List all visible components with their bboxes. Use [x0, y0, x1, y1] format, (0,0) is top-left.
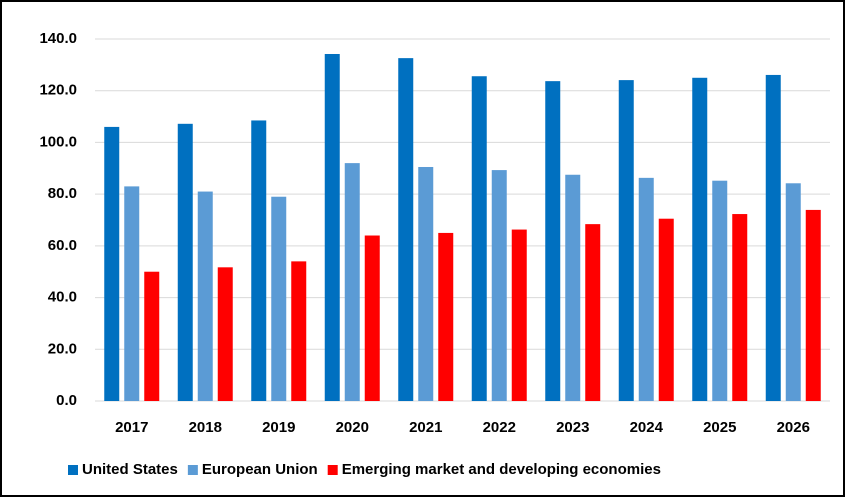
bar [712, 180, 728, 401]
bar [785, 183, 801, 401]
bar [618, 80, 634, 401]
y-tick-label: 20.0 [48, 340, 77, 357]
bar [438, 232, 454, 401]
x-tick-label: 2017 [115, 419, 148, 436]
bar [491, 170, 507, 401]
bar [364, 235, 380, 401]
bar [418, 166, 434, 401]
legend-label: European Union [202, 461, 318, 478]
x-tick-label: 2024 [630, 419, 664, 436]
bar [732, 214, 748, 401]
bar [344, 163, 360, 401]
bar [124, 186, 140, 401]
bar [692, 77, 708, 402]
bar [144, 271, 160, 401]
y-tick-label: 120.0 [39, 82, 77, 99]
bar [471, 76, 487, 401]
bar [805, 209, 821, 401]
x-tick-label: 2022 [483, 419, 516, 436]
y-tick-label: 140.0 [39, 30, 77, 47]
legend-label: United States [82, 461, 178, 478]
y-tick-label: 80.0 [48, 185, 77, 202]
y-tick-label: 60.0 [48, 237, 77, 254]
bar [765, 74, 781, 401]
x-tick-label: 2023 [556, 419, 589, 436]
bar [545, 81, 561, 401]
x-tick-label: 2019 [262, 419, 295, 436]
bar [324, 53, 340, 402]
legend-swatch [327, 465, 338, 475]
bar [271, 196, 287, 401]
bar [291, 261, 307, 401]
y-tick-label: 100.0 [39, 133, 77, 150]
bar [658, 218, 674, 401]
bar [177, 123, 193, 401]
legend-swatch [187, 465, 198, 475]
legend-label: Emerging market and developing economies [342, 461, 661, 478]
x-tick-label: 2018 [189, 419, 222, 436]
bar [217, 267, 233, 401]
bar [197, 191, 213, 401]
bar [585, 224, 601, 401]
bar [251, 120, 267, 401]
y-tick-label: 0.0 [56, 392, 77, 409]
x-tick-label: 2025 [703, 419, 736, 436]
bar [104, 126, 120, 402]
x-tick-label: 2026 [777, 419, 810, 436]
x-tick-label: 2021 [409, 419, 442, 436]
y-tick-label: 40.0 [48, 289, 77, 306]
bar [565, 174, 581, 401]
bar [638, 177, 654, 401]
x-tick-label: 2020 [336, 419, 369, 436]
bar [398, 58, 414, 402]
legend-swatch [68, 465, 78, 475]
bar [511, 229, 527, 401]
